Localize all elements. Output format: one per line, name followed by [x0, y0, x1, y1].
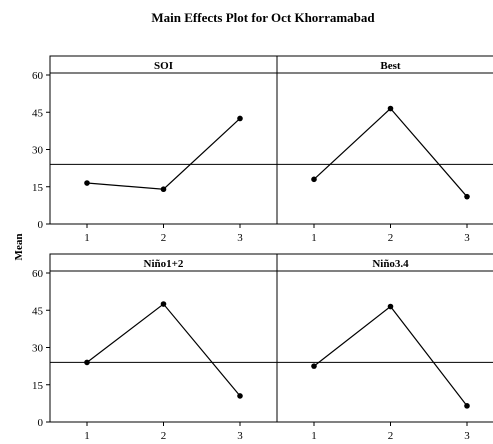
row-2-y-tick-label-3: 30 [32, 343, 44, 355]
panel-2-series-line [313, 107, 468, 198]
panel-2-point-1 [311, 176, 317, 183]
panel-3-point-1 [84, 359, 90, 366]
row-1-y-tick-label-4: 45 [32, 107, 44, 119]
panel-4-x-tick-label-3: 3 [464, 430, 470, 439]
panel-1-point-2 [160, 186, 167, 193]
panel-4-series-line [313, 305, 468, 407]
panel-2-point-2 [387, 105, 394, 112]
panel-1-header: SOI [154, 60, 173, 72]
panel-1-point-1 [84, 180, 90, 186]
row-1-y-tick-label-2: 15 [32, 182, 44, 194]
panel-1-point-3 [237, 115, 243, 122]
panel-1-x-tick-label-1: 1 [84, 232, 90, 244]
panel-3-x-tick-label-1: 1 [84, 430, 90, 439]
panel-3-x-tick-label-2: 2 [161, 430, 167, 439]
panel-2-frame [276, 55, 493, 225]
panel-3-frame [49, 253, 278, 423]
panel-3-point-3 [237, 393, 243, 399]
panel-4-x-tick-label-2: 2 [388, 430, 394, 439]
panel-2-x-tick-label-3: 3 [464, 232, 470, 244]
panel-2-x-tick-label-1: 1 [311, 232, 317, 244]
panel-4-point-2 [387, 303, 394, 310]
panel-4-x-tick-label-1: 1 [311, 430, 317, 439]
panel-4-point-1 [311, 363, 317, 369]
row-1-y-tick-label-5: 60 [32, 70, 44, 82]
chart-title: Main Effects Plot for Oct Khorramabad [151, 10, 375, 25]
panel-2-x-tick-label-2: 2 [388, 232, 394, 244]
panel-1-series-line [86, 118, 241, 190]
panel-1-frame [49, 55, 278, 225]
panel-3-point-2 [160, 301, 167, 307]
row-2-y-tick-label-1: 0 [38, 417, 44, 429]
row-1-y-tick-label-1: 0 [38, 219, 44, 231]
panel-4-header: Niño3.4 [372, 258, 409, 270]
panel-2-point-3 [464, 193, 470, 200]
panel-3-x-tick-label-3: 3 [237, 430, 243, 439]
panel-3-series-line [86, 303, 241, 397]
y-axis-label: Mean [13, 234, 25, 261]
row-2-y-tick-label-5: 60 [32, 268, 44, 280]
row-2-y-tick-label-2: 15 [32, 380, 44, 392]
panel-4-point-3 [464, 403, 470, 409]
panel-1-x-tick-label-2: 2 [161, 232, 167, 244]
panel-2-header: Best [380, 60, 401, 72]
panel-1-x-tick-label-3: 3 [237, 232, 243, 244]
row-2-y-tick-label-4: 45 [32, 305, 44, 317]
panel-3-header: Niño1+2 [144, 258, 184, 270]
row-1-y-tick-label-3: 30 [32, 145, 44, 157]
